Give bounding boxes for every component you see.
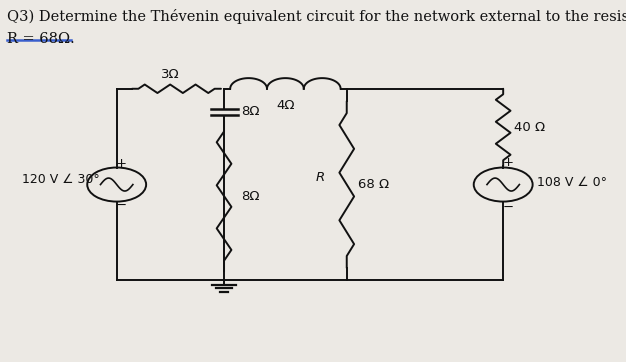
Text: −: − — [503, 201, 514, 214]
Text: R = 68Ω.: R = 68Ω. — [7, 32, 74, 46]
Text: 8Ω: 8Ω — [241, 190, 260, 203]
Text: 3Ω: 3Ω — [161, 68, 180, 81]
Text: 108 V ∠ 0°: 108 V ∠ 0° — [537, 176, 607, 189]
Text: 8Ω: 8Ω — [241, 105, 260, 118]
Text: 68 Ω: 68 Ω — [358, 178, 389, 191]
Text: 40 Ω: 40 Ω — [514, 121, 545, 134]
Text: 120 V ∠ 30°: 120 V ∠ 30° — [21, 173, 100, 186]
Text: −: − — [116, 199, 127, 212]
Text: R: R — [316, 171, 326, 184]
Text: Q3) Determine the Thévenin equivalent circuit for the network external to the re: Q3) Determine the Thévenin equivalent ci… — [7, 9, 626, 24]
Text: +: + — [503, 156, 513, 169]
Text: 4Ω: 4Ω — [276, 99, 295, 112]
Text: +: + — [116, 157, 127, 170]
